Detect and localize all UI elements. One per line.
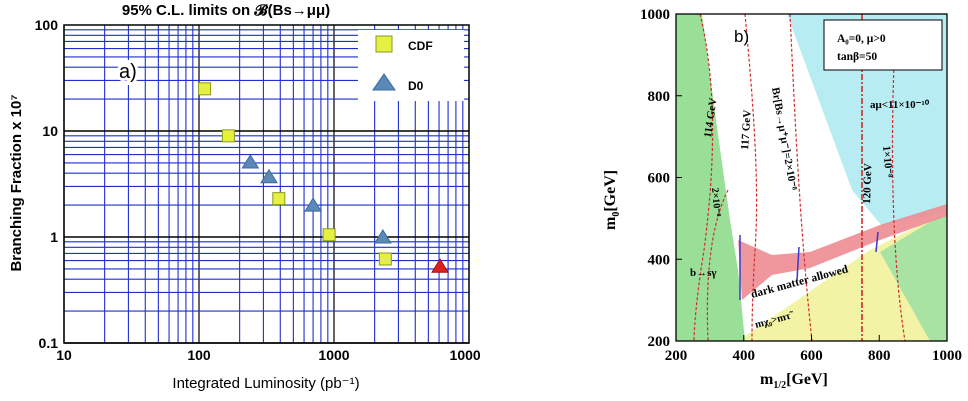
- label-br-left: 2×10⁻⁸: [709, 187, 722, 217]
- y-axis-label-b: m0[GeV]: [602, 170, 622, 230]
- data-point-d0: [373, 229, 392, 244]
- label-h114: 114 GeV: [702, 97, 719, 138]
- x-tick-label-b: 1000: [932, 348, 962, 364]
- y-tick-label-b: 800: [648, 89, 671, 105]
- label-bsg: b→sγ: [690, 267, 717, 279]
- contour-br-1e8: [891, 39, 906, 342]
- x-axis-label-sub: 1/2: [773, 380, 786, 391]
- contour-h114: [693, 13, 714, 342]
- contour-br-2e8: [789, 13, 813, 342]
- data-points: [198, 82, 449, 273]
- plot-area-frame: [63, 24, 470, 344]
- label-h120: 120 GeV: [861, 163, 874, 204]
- label-h117: 117 GeV: [739, 109, 754, 150]
- y-tick-label: 100: [35, 17, 59, 33]
- bsg-excluded-region: [676, 14, 745, 341]
- parameter-line-1: A₀=0, μ>0: [837, 33, 886, 45]
- y-axis-label-unit: [GeV]: [602, 170, 619, 212]
- y-axis-label-main: m: [602, 216, 619, 230]
- data-point-d0: [241, 154, 260, 169]
- data-point-cdf: [272, 192, 286, 206]
- y-tick-label: 0.1: [39, 335, 59, 351]
- grid-lines: [63, 25, 469, 344]
- chart-a: 95% C.L. limits on 𝓑(Bs→μμ) a) CDF D0 10…: [8, 2, 480, 392]
- x-tick-label: 1000: [318, 347, 349, 363]
- parameter-line-2: tanβ=50: [837, 51, 877, 63]
- x-tick-label-b: 200: [665, 348, 688, 364]
- data-point-d0: [260, 168, 278, 184]
- y-tick-label-b: 1000: [640, 7, 670, 23]
- x-tick-label: 100: [187, 347, 211, 363]
- legend: CDF D0: [358, 30, 464, 101]
- y-tick-label-b: 600: [648, 171, 671, 187]
- panel-label-b: b): [734, 27, 749, 46]
- legend-cdf-marker: [375, 35, 393, 53]
- tick-labels-b: 200 400 600 800 1000 200 400 600 800 1000: [640, 7, 962, 364]
- y-axis-label: Branching Fraction x 10⁷: [8, 94, 25, 271]
- y-tick-label-b: 400: [648, 252, 671, 268]
- panel-label-a: a): [119, 61, 137, 83]
- legend-d0-label: D0: [408, 79, 424, 93]
- legend-cdf-label: CDF: [408, 39, 433, 53]
- data-point-cdf: [378, 252, 392, 266]
- x-axis-label-main: m: [760, 371, 774, 388]
- dm-blue-line-3: [875, 231, 879, 253]
- y-tick-label-b: 200: [648, 334, 671, 350]
- x-axis-label-unit: [GeV]: [786, 371, 828, 388]
- data-point-cdf: [198, 82, 212, 96]
- x-axis-label-b: m1/2[GeV]: [760, 371, 828, 391]
- y-axis-label-sub: 0: [611, 212, 622, 217]
- parameter-box: [823, 19, 943, 71]
- x-tick-label-b: 600: [800, 348, 823, 364]
- contour-br-left: [706, 189, 729, 342]
- label-br-1e8: 1×10⁻⁸: [880, 145, 895, 178]
- x-tick-label-b: 800: [868, 348, 891, 364]
- x-axis-label: Integrated Luminosity (pb⁻¹): [172, 375, 359, 392]
- data-point-cdf: [221, 129, 235, 143]
- data-point-d0: [304, 197, 322, 212]
- chart-title: 95% C.L. limits on 𝓑(Bs→μμ): [122, 2, 330, 19]
- y-tick-label: 10: [42, 123, 58, 139]
- data-point-red: [431, 258, 449, 273]
- x-tick-label-b: 400: [733, 348, 756, 364]
- x-tick-label: 10: [56, 347, 72, 363]
- legend-d0-marker: [372, 73, 396, 91]
- data-point-cdf: [322, 228, 336, 242]
- dm-blue-line-2: [796, 246, 800, 281]
- label-amu: aμ<11×10⁻¹⁰: [870, 99, 930, 111]
- y-tick-label: 1: [50, 229, 58, 245]
- right-green-region: [880, 212, 947, 341]
